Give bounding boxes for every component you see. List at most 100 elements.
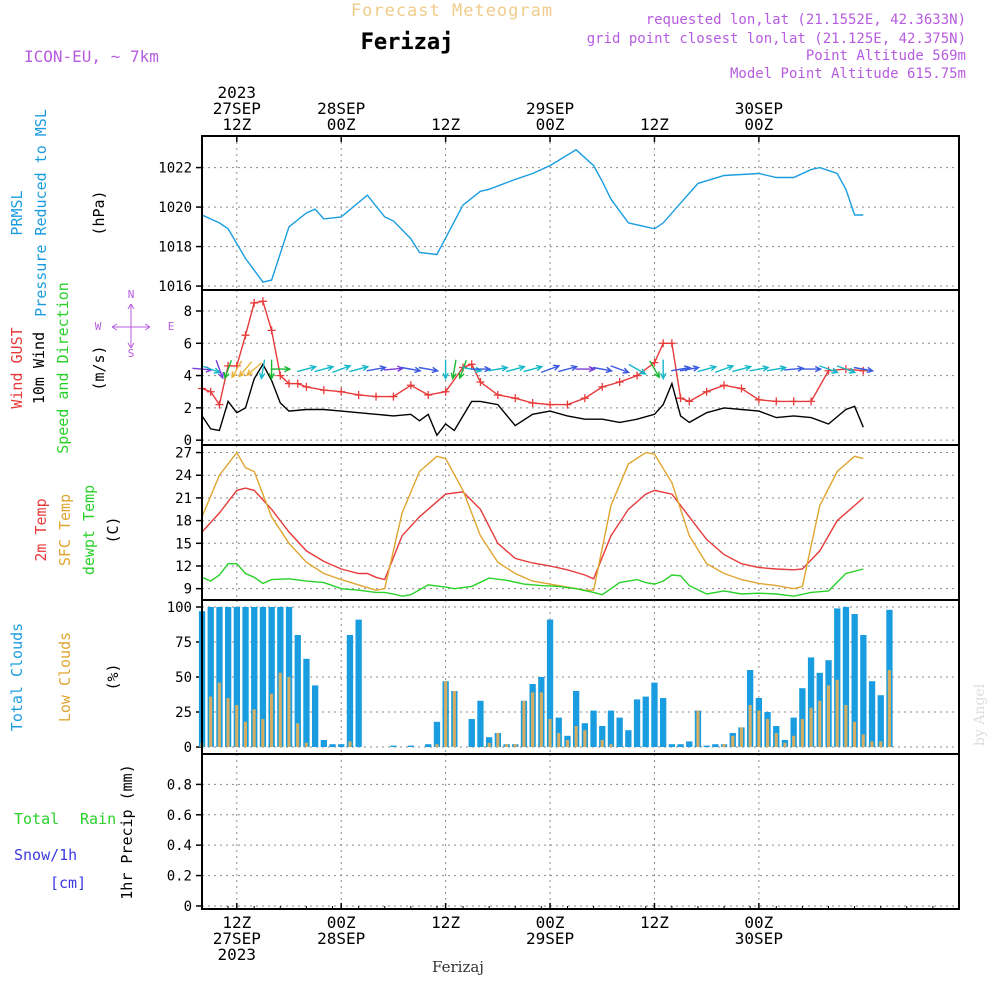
gust-marker <box>302 382 311 391</box>
temp-label-sfc: SFC Temp <box>56 494 74 566</box>
gust-marker <box>754 395 763 404</box>
gust-marker <box>206 387 215 396</box>
gust-marker <box>441 387 450 396</box>
wind-arrow-icon <box>732 364 753 373</box>
wind-arrow-icon <box>366 365 387 372</box>
wind-arrow-icon <box>766 365 788 372</box>
total-cloud-bar <box>225 607 232 747</box>
wind-arrow-icon <box>749 365 770 372</box>
time-label-bottom: 12Z <box>222 913 251 932</box>
total-cloud-bar <box>842 607 850 747</box>
precip-label: 1hr Precip (mm) <box>118 764 136 899</box>
total-cloud-bar <box>660 698 667 747</box>
low-cloud-bar <box>574 726 578 747</box>
low-cloud-bar <box>887 670 891 747</box>
total-cloud-bar <box>651 682 658 747</box>
low-cloud-bar <box>722 744 726 747</box>
gust-marker <box>285 379 294 388</box>
clouds-label-low: Low Clouds <box>56 632 74 722</box>
compass-south: S <box>128 347 135 360</box>
wind-arrow-icon <box>505 364 526 373</box>
wind-arrow-icon <box>610 365 631 374</box>
low-cloud-bar <box>278 672 282 747</box>
low-cloud-bar <box>766 719 770 747</box>
low-cloud-bar <box>235 705 239 747</box>
time-label-bottom: 12Z <box>640 913 669 932</box>
total-cloud-bar <box>207 607 214 747</box>
clouds-unit: (%) <box>104 663 122 690</box>
y-tick-label: 15 <box>175 536 192 552</box>
total-cloud-bar <box>468 719 475 747</box>
low-cloud-bar <box>513 744 517 747</box>
gust-marker <box>406 381 415 390</box>
low-cloud-bar <box>844 705 848 747</box>
gust-marker <box>319 386 328 395</box>
clouds-label-total: Total Clouds <box>8 623 26 731</box>
wind-arrow-icon <box>784 365 805 372</box>
gust-marker <box>241 331 250 340</box>
gust-marker <box>859 366 868 375</box>
low-cloud-bar <box>539 692 543 747</box>
pressure-label-msl: Pressure Reduced to MSL <box>32 109 50 317</box>
total-cloud-bar <box>799 688 806 747</box>
total-cloud-bar <box>625 730 632 747</box>
low-cloud-bar <box>609 744 613 747</box>
compass-cross-icon <box>111 303 151 349</box>
chart-title: Forecast Meteogram <box>351 1 553 21</box>
time-label-bottom: 00Z <box>536 913 565 932</box>
low-cloud-bar <box>583 730 587 747</box>
total-cloud-bar <box>259 607 267 747</box>
total-cloud-bar <box>616 717 623 747</box>
y-axis-labels: PRMSL Pressure Reduced to MSL (hPa) Wind GU… <box>8 109 136 900</box>
total-cloud-bar <box>807 657 815 747</box>
total-cloud-bar <box>877 695 884 747</box>
temperature-panel: 9 12 15 18 21 24 27 <box>175 446 864 598</box>
time-label-top: 00Z <box>536 115 565 134</box>
total-cloud-bar <box>607 710 615 747</box>
wind-arrow-icon <box>697 364 718 373</box>
gust-marker <box>354 390 363 399</box>
gust-marker <box>528 399 537 408</box>
wind-arrow-icon <box>231 360 243 379</box>
temp-label-dewpt: dewpt Temp <box>80 485 98 575</box>
wind-arrow-icon <box>349 364 370 373</box>
wind-unit: (m/s) <box>90 345 108 390</box>
total-cloud-bar <box>425 744 432 747</box>
wind-arrow-icon <box>418 366 440 374</box>
low-cloud-bar <box>243 721 247 747</box>
wind-arrow-icon <box>714 364 735 374</box>
wind-arrow-icon <box>575 365 597 373</box>
gust-marker <box>546 400 555 409</box>
y-tick-label: 0.8 <box>167 777 192 793</box>
low-cloud-bar <box>548 719 552 747</box>
precip-legend-total: Total <box>14 810 59 828</box>
series-line-dewpt-temp <box>201 563 864 597</box>
wind-arrow-icon <box>836 365 857 374</box>
y-tick-label: 25 <box>175 705 192 721</box>
wind-arrow-icon <box>592 366 614 374</box>
y-tick-label: 6 <box>184 336 192 352</box>
total-cloud-bar <box>433 721 441 747</box>
low-cloud-bar <box>870 741 874 747</box>
low-cloud-bar <box>522 700 526 747</box>
wind-arrow-icon <box>801 365 823 373</box>
panel-frames <box>201 135 960 910</box>
wind-arrow-icon <box>470 365 492 373</box>
wind-arrow-icon <box>540 364 561 374</box>
total-cloud-bar <box>642 696 649 747</box>
low-cloud-bar <box>444 681 448 747</box>
total-cloud-bar <box>294 635 301 747</box>
time-label-top: 12Z <box>640 115 669 134</box>
y-tick-label: 12 <box>175 559 192 575</box>
gust-marker <box>615 378 624 387</box>
total-cloud-bar <box>834 608 841 747</box>
gust-marker <box>580 394 589 403</box>
gust-marker <box>276 371 285 380</box>
wind-arrow-icon <box>401 366 422 374</box>
time-label-bottom: 28SEP <box>317 929 365 948</box>
time-label-bottom: 2023 <box>218 945 257 964</box>
wind-arrow-icon <box>383 365 405 373</box>
total-cloud-bar <box>268 607 275 747</box>
requested-coords: requested lon,lat (21.1552E, 42.3633N) <box>646 12 966 28</box>
gust-marker <box>267 326 276 335</box>
